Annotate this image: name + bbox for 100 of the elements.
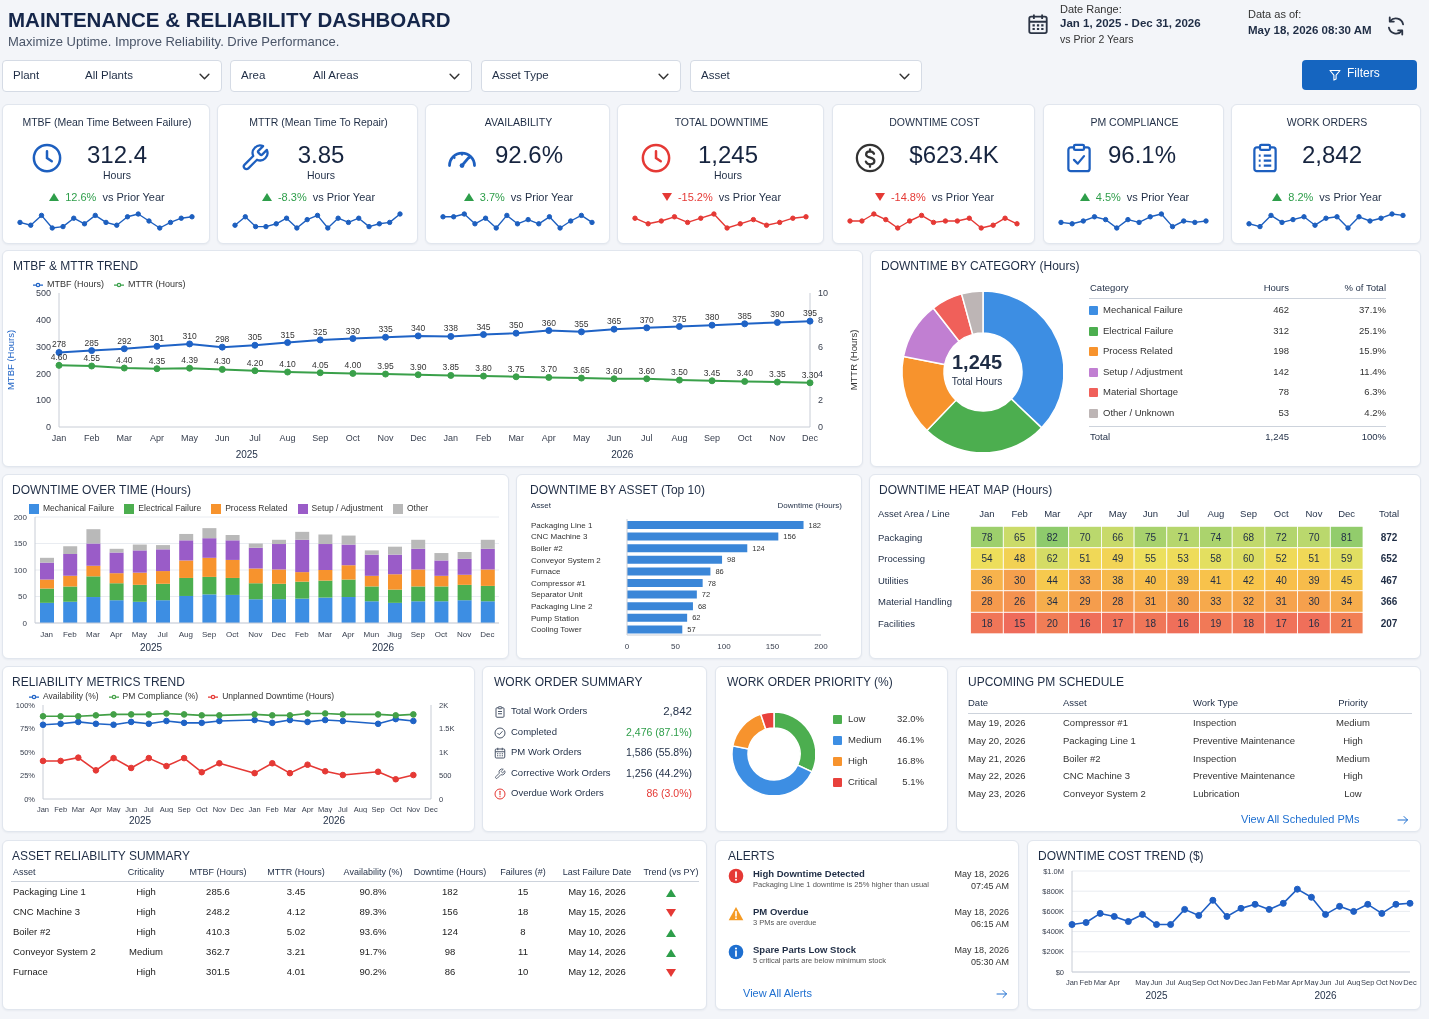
- data-label: 5.1%: [902, 776, 924, 788]
- legend-label: Process Related: [1103, 345, 1173, 358]
- text: Lubrication: [1193, 788, 1240, 801]
- text: 3.85: [297, 141, 345, 169]
- text: 1,245: [1265, 431, 1289, 443]
- dropdown: Area All Areas: [230, 60, 472, 92]
- text: Spare Parts Low Stock: [753, 944, 856, 956]
- text: 10: [517, 966, 529, 979]
- y-tick-label: Separator Unit: [531, 590, 584, 600]
- data-label: 18: [1242, 617, 1255, 629]
- data-label: 60: [1242, 553, 1255, 565]
- text: Preventive Maintenance: [1193, 734, 1295, 747]
- data-label: 4.30: [213, 356, 231, 367]
- text: 2,842: [1301, 141, 1363, 169]
- text: Overdue Work Orders: [511, 787, 604, 799]
- text: MTTR (Mean Time To Repair): [249, 116, 388, 129]
- text: Date: [968, 697, 989, 709]
- text: 11: [518, 946, 528, 959]
- data-label: 31: [1275, 596, 1288, 608]
- data-label: 78: [981, 531, 993, 543]
- legend-label: Medium: [848, 734, 882, 746]
- data-label: 32: [1242, 596, 1255, 608]
- text: Conveyor System 2: [1063, 788, 1146, 801]
- text: Priority: [1338, 697, 1368, 709]
- y-tick-label: Furnace: [531, 567, 561, 577]
- data-label: 40: [1144, 574, 1157, 586]
- data-label: 42: [1242, 574, 1255, 586]
- text: 11.4%: [1359, 365, 1386, 378]
- text: MTBF (Mean Time Between Failure): [22, 116, 192, 129]
- data-label: 4.35: [148, 355, 166, 366]
- text: 15: [517, 885, 529, 898]
- text: May 15, 2026: [568, 905, 626, 918]
- data-label: 355: [574, 318, 589, 329]
- y2-tick-label: 6: [818, 341, 824, 352]
- data-label: 18: [981, 617, 993, 629]
- text: 4.01: [286, 966, 306, 979]
- x-tick-label: Jan: [51, 433, 67, 444]
- text: Jan 1, 2025 - Dec 31, 2026: [1060, 17, 1201, 31]
- text: 3.7%: [479, 191, 505, 203]
- y2-tick-label: 4: [818, 368, 824, 379]
- data-label: 75: [1144, 531, 1157, 543]
- text: 5.02: [286, 925, 306, 938]
- text: High: [136, 925, 156, 938]
- text: Work Type: [1193, 697, 1239, 709]
- dropdown: Asset Type: [481, 60, 681, 92]
- y-axis-title: Asset: [531, 501, 552, 511]
- data-label: 62: [1046, 553, 1059, 565]
- legend-label: Critical: [848, 776, 878, 788]
- y-tick-label: Cooling Tower: [531, 625, 582, 635]
- text: MTTR (Hours): [267, 867, 325, 878]
- text: PM COMPLIANCE: [1090, 116, 1179, 129]
- text: 312.4: [86, 141, 148, 169]
- text: 3.21: [286, 946, 306, 959]
- text: Medium: [1336, 717, 1370, 729]
- x-tick-label: Aug: [178, 629, 193, 639]
- text: 207: [1380, 617, 1398, 629]
- data-label: 4.20: [246, 357, 264, 368]
- text: 12.6%: [65, 191, 97, 203]
- data-label: 385: [737, 310, 753, 321]
- data-label: 19: [1210, 617, 1222, 629]
- data-label: 370: [639, 314, 655, 325]
- legend-label: Electrical Failure: [138, 503, 202, 513]
- text: WORK ORDER SUMMARY: [494, 675, 643, 690]
- text: 07:45 AM: [970, 881, 1009, 892]
- text: 1,586 (55.8%): [626, 746, 692, 759]
- data-label: 55: [1144, 553, 1157, 565]
- text: Corrective Work Orders: [511, 766, 611, 779]
- data-label: 3.65: [573, 365, 590, 376]
- text: Inspection: [1193, 717, 1237, 729]
- x-tick-label: Oct: [737, 433, 753, 444]
- text: Maximize Uptime. Improve Reliability. Drive Performance.: [8, 34, 340, 50]
- data-label: 350: [509, 320, 524, 331]
- y-tick-label: 0: [22, 618, 28, 628]
- data-label: 3.95: [377, 361, 395, 372]
- data-label: 33: [1079, 574, 1092, 586]
- y-tick-label: 50: [18, 592, 28, 602]
- legend-label: Availability (%): [43, 691, 99, 701]
- text: 285.6: [206, 885, 230, 898]
- data-label: 39: [1177, 574, 1190, 586]
- text: High: [1343, 770, 1363, 783]
- x-tick-label: Dec: [1338, 508, 1356, 519]
- text: MTBF (Hours): [189, 867, 247, 878]
- data-label: 3.60: [638, 365, 656, 376]
- data-label: 46.1%: [897, 734, 924, 746]
- data-label: 39: [1308, 574, 1320, 586]
- text: vs Prior Year: [102, 191, 165, 203]
- chart-title: RELIABILITY METRICS TREND: [12, 675, 185, 690]
- y-tick-label: Packaging Line 2: [531, 602, 593, 611]
- data-label: 4.55: [83, 353, 101, 364]
- data-label: 40: [1275, 574, 1288, 586]
- data-label: 44: [1046, 574, 1059, 586]
- y-tick-label: Packaging Line 1: [531, 520, 593, 530]
- text: Date Range:: [1060, 3, 1122, 16]
- data-label: 3.35: [769, 369, 786, 380]
- x-tick-label: 200: [814, 641, 829, 651]
- data-label: 45: [1341, 574, 1353, 586]
- data-label: 52: [1275, 553, 1288, 565]
- text: Boiler #2: [1063, 752, 1101, 765]
- text: 1,245: [951, 351, 1003, 374]
- x-tick-label: Aug: [671, 433, 688, 444]
